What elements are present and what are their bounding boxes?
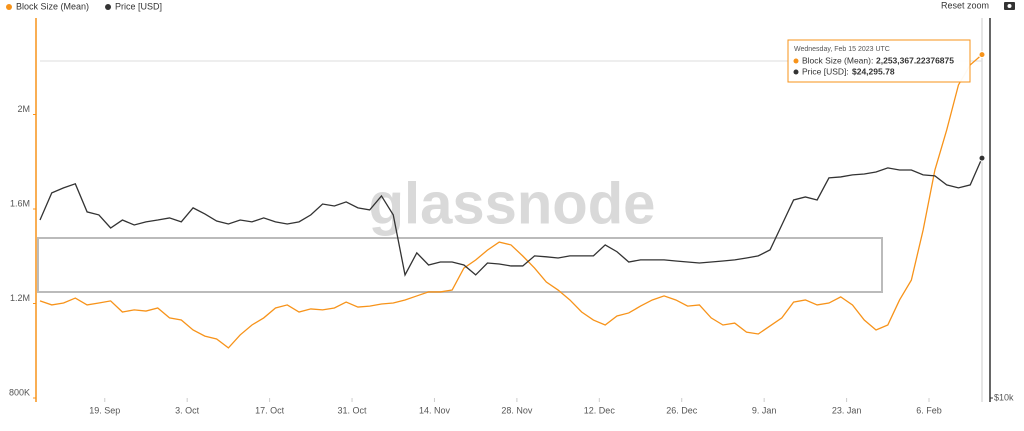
x-tick-label: 23. Jan bbox=[832, 405, 862, 415]
x-tick-label: 26. Dec bbox=[666, 405, 698, 415]
tooltip-label: Block Size (Mean): bbox=[802, 55, 873, 65]
camera-lens[interactable] bbox=[1007, 4, 1012, 8]
hover-point bbox=[978, 51, 986, 59]
reset-zoom-bg[interactable] bbox=[936, 0, 994, 12]
y-tick-label: 2M bbox=[17, 104, 30, 114]
tooltip-box bbox=[787, 39, 971, 83]
x-tick-label: 12. Dec bbox=[584, 405, 616, 415]
tooltip-dot bbox=[793, 69, 799, 75]
x-tick-label: 6. Feb bbox=[916, 405, 942, 415]
selection-box bbox=[37, 237, 883, 293]
tooltip-value: $24,295.78 bbox=[852, 66, 895, 76]
watermark: glassnode bbox=[369, 171, 656, 236]
tooltip-label: Price [USD]: bbox=[802, 66, 849, 76]
x-tick-label: 19. Sep bbox=[89, 405, 120, 415]
x-tick-label: 14. Nov bbox=[419, 405, 451, 415]
x-tick-label: 28. Nov bbox=[501, 405, 533, 415]
hover-point bbox=[978, 154, 986, 162]
y-tick-label: 1.2M bbox=[10, 293, 30, 303]
series-line bbox=[39, 157, 983, 277]
tooltip-title: Wednesday, Feb 15 2023 UTC bbox=[794, 46, 890, 53]
legend-label[interactable]: Price [USD] bbox=[115, 1, 162, 11]
camera-icon[interactable] bbox=[1004, 2, 1015, 10]
tooltip-dot bbox=[793, 58, 799, 64]
x-tick-label: 31. Oct bbox=[338, 405, 368, 415]
x-tick-label: 17. Oct bbox=[255, 405, 285, 415]
y2-tick-label: $10k bbox=[994, 392, 1014, 402]
reset-zoom-label[interactable]: Reset zoom bbox=[941, 0, 989, 10]
legend-marker bbox=[105, 4, 112, 10]
series-line bbox=[39, 54, 983, 349]
reset-zoom[interactable]: Reset zoom bbox=[936, 0, 994, 12]
tooltip-value: 2,253,367.22376875 bbox=[876, 55, 954, 65]
y-tick-label: 1.6M bbox=[10, 198, 30, 208]
x-tick-label: 9. Jan bbox=[752, 405, 777, 415]
y-tick-label: 800K bbox=[9, 387, 30, 397]
x-tick-label: 3. Oct bbox=[175, 405, 200, 415]
legend-label[interactable]: Block Size (Mean) bbox=[16, 1, 89, 11]
tooltip: Wednesday, Feb 15 2023 UTC Block Size (M… bbox=[787, 39, 971, 83]
legend-marker bbox=[6, 4, 12, 10]
